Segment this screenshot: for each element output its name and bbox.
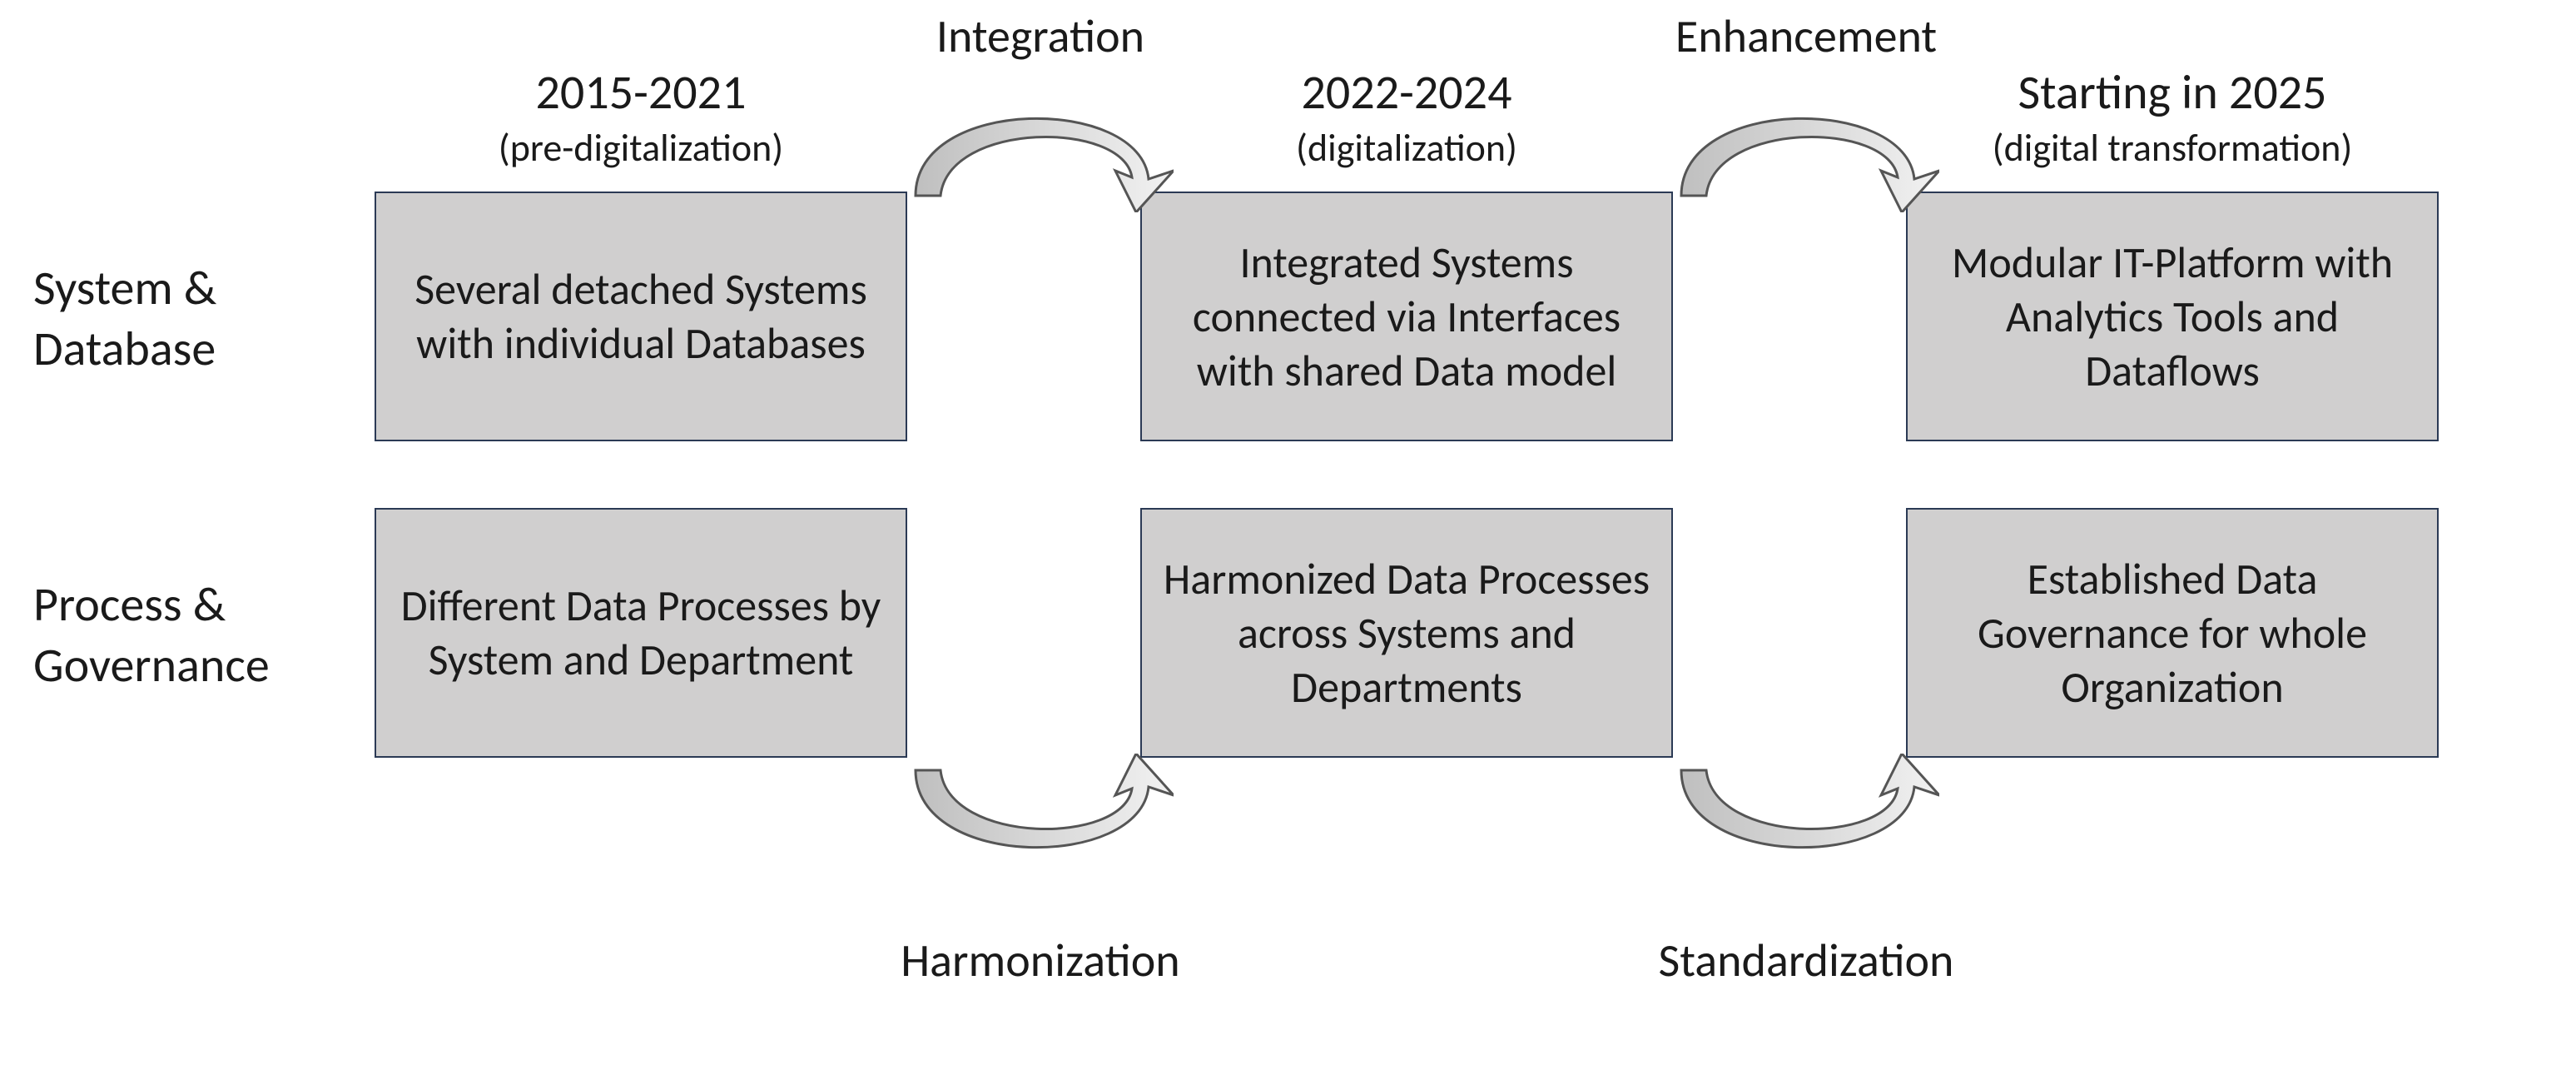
- row-label-process-governance: Process & Governance: [33, 575, 270, 695]
- box-system-phase1: Several detached Systems with individual…: [375, 192, 907, 441]
- phase1-title: 2015-2021: [375, 62, 907, 122]
- phase3-sub: (digital transformation): [1906, 125, 2439, 172]
- arrow-harmonization-icon: [899, 754, 1174, 920]
- phase1-sub: (pre-digitalization): [375, 125, 907, 172]
- phase2-sub: (digitalization): [1140, 125, 1673, 172]
- arrow-standardization-icon: [1665, 754, 1939, 920]
- box-process-phase3: Established Data Governance for whole Or…: [1906, 508, 2439, 758]
- phase2-title: 2022-2024: [1140, 62, 1673, 122]
- box-system-phase3: Modular IT-Platform with Analytics Tools…: [1906, 192, 2439, 441]
- box-process-phase1: Different Data Processes by System and D…: [375, 508, 907, 758]
- box-process-phase2: Harmonized Data Processes across Systems…: [1140, 508, 1673, 758]
- box-system-phase2: Integrated Systems connected via Interfa…: [1140, 192, 1673, 441]
- arrow-label-harmonization: Harmonization: [866, 933, 1215, 989]
- phase3-title: Starting in 2025: [1906, 62, 2439, 122]
- arrow-label-standardization: Standardization: [1631, 933, 1981, 989]
- diagram-canvas: System & Database Process & Governance 2…: [0, 0, 2576, 1065]
- row-label-system-database: System & Database: [33, 258, 216, 379]
- arrow-integration-icon: [899, 46, 1174, 212]
- arrow-enhancement-icon: [1665, 46, 1939, 212]
